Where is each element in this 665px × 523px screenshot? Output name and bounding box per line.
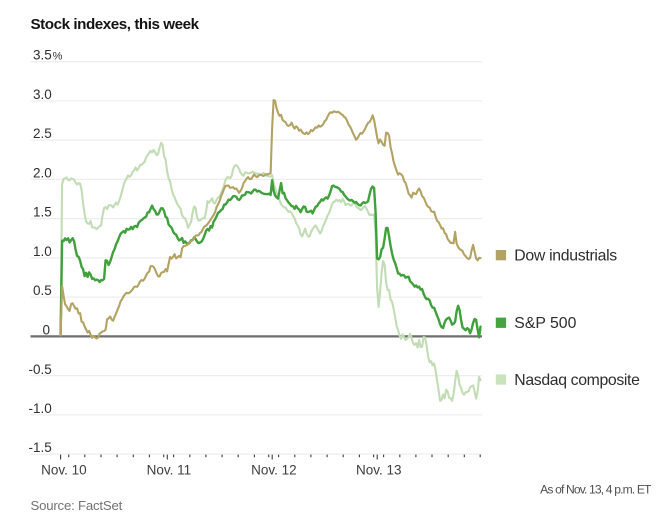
svg-text:Nov. 11: Nov. 11 [147,462,192,477]
svg-text:3.5: 3.5 [33,48,52,63]
svg-text:1.5: 1.5 [33,205,52,220]
svg-text:Dow industrials: Dow industrials [514,247,617,264]
svg-text:2.0: 2.0 [33,166,52,181]
svg-text:3.0: 3.0 [33,87,52,102]
svg-text:-1.5: -1.5 [29,440,52,455]
svg-text:Nov. 12: Nov. 12 [251,462,297,477]
svg-text:2.5: 2.5 [33,126,52,141]
svg-text:Source: FactSet: Source: FactSet [31,498,123,513]
svg-text:S&P 500: S&P 500 [514,315,576,332]
svg-text:1.0: 1.0 [33,244,52,259]
svg-text:Stock indexes, this week: Stock indexes, this week [31,16,200,33]
svg-text:As of Nov. 13, 4 p.m. ET: As of Nov. 13, 4 p.m. ET [540,483,652,497]
svg-text:0.5: 0.5 [33,283,52,298]
svg-text:Nasdaq composite: Nasdaq composite [514,372,640,389]
svg-text:0: 0 [42,323,50,338]
svg-text:Nov. 13: Nov. 13 [356,462,402,477]
svg-text:%: % [53,51,63,63]
svg-text:-0.5: -0.5 [29,362,52,377]
svg-text:-1.0: -1.0 [29,401,52,416]
svg-text:Nov. 10: Nov. 10 [41,462,87,477]
